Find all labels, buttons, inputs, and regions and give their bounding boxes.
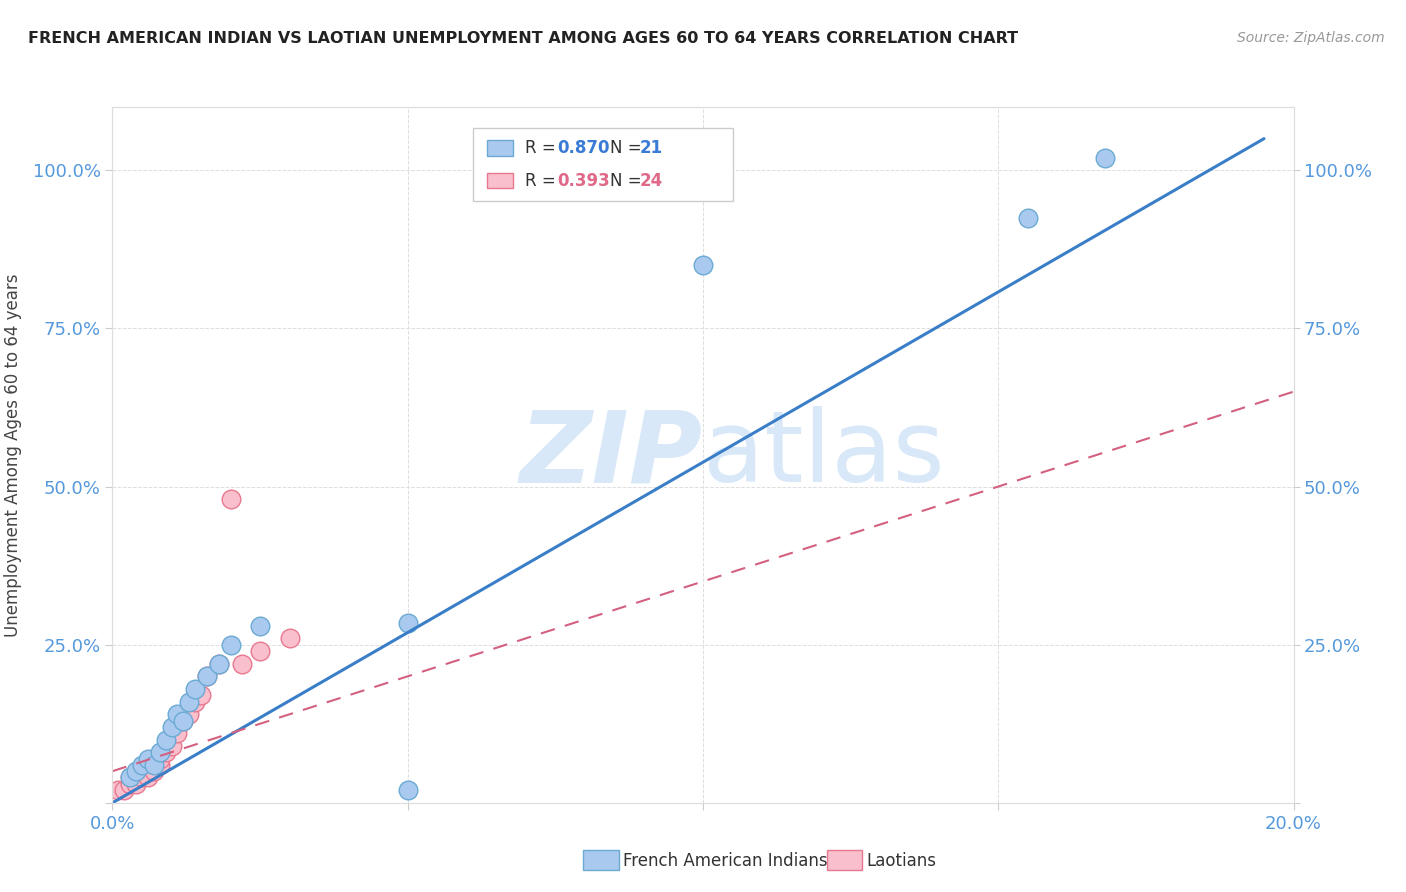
Point xyxy=(195,669,218,683)
Text: 0.870: 0.870 xyxy=(558,139,610,157)
Point xyxy=(179,695,201,709)
Text: Source: ZipAtlas.com: Source: ZipAtlas.com xyxy=(1237,31,1385,45)
Point xyxy=(120,771,142,785)
Point xyxy=(231,657,253,671)
Point xyxy=(149,751,172,765)
Point xyxy=(160,720,183,734)
Point xyxy=(120,771,142,785)
Point xyxy=(195,669,218,683)
Point xyxy=(278,632,301,646)
Point xyxy=(142,757,165,772)
Point xyxy=(149,757,172,772)
Point xyxy=(249,618,271,632)
Point xyxy=(166,707,188,722)
Point xyxy=(155,745,177,759)
Point xyxy=(172,714,194,728)
Text: French American Indians: French American Indians xyxy=(623,852,828,870)
Point xyxy=(136,771,159,785)
Point xyxy=(184,695,207,709)
Point xyxy=(160,739,183,753)
Point xyxy=(249,644,271,658)
Point xyxy=(149,745,172,759)
Text: 0.393: 0.393 xyxy=(558,172,610,190)
Point xyxy=(172,714,194,728)
Point xyxy=(179,707,201,722)
Text: ZIP: ZIP xyxy=(520,407,703,503)
Point xyxy=(136,751,159,765)
Text: atlas: atlas xyxy=(703,407,945,503)
Text: FRENCH AMERICAN INDIAN VS LAOTIAN UNEMPLOYMENT AMONG AGES 60 TO 64 YEARS CORRELA: FRENCH AMERICAN INDIAN VS LAOTIAN UNEMPL… xyxy=(28,31,1018,46)
Text: R =: R = xyxy=(524,172,561,190)
Point xyxy=(1017,211,1039,225)
Point xyxy=(692,258,714,272)
Point xyxy=(131,764,153,779)
Point xyxy=(155,732,177,747)
Point xyxy=(142,764,165,779)
Point xyxy=(396,615,419,630)
Point xyxy=(107,783,129,797)
Point xyxy=(184,681,207,696)
Text: N =: N = xyxy=(610,172,647,190)
Point xyxy=(396,783,419,797)
Point xyxy=(208,657,231,671)
Point xyxy=(120,777,142,791)
Bar xyxy=(486,173,513,188)
Point xyxy=(190,688,212,702)
Point xyxy=(166,726,188,740)
Point xyxy=(112,783,135,797)
Bar xyxy=(486,140,513,156)
Point xyxy=(125,777,148,791)
Point xyxy=(208,657,231,671)
Text: R =: R = xyxy=(524,139,561,157)
Point xyxy=(125,764,148,779)
Point xyxy=(131,771,153,785)
Text: 21: 21 xyxy=(640,139,662,157)
Point xyxy=(131,757,153,772)
Point xyxy=(219,638,242,652)
Y-axis label: Unemployment Among Ages 60 to 64 years: Unemployment Among Ages 60 to 64 years xyxy=(4,273,21,637)
Point xyxy=(219,492,242,507)
FancyBboxPatch shape xyxy=(472,128,733,201)
Text: Laotians: Laotians xyxy=(866,852,936,870)
Text: N =: N = xyxy=(610,139,647,157)
Text: 24: 24 xyxy=(640,172,662,190)
Point xyxy=(1094,151,1116,165)
